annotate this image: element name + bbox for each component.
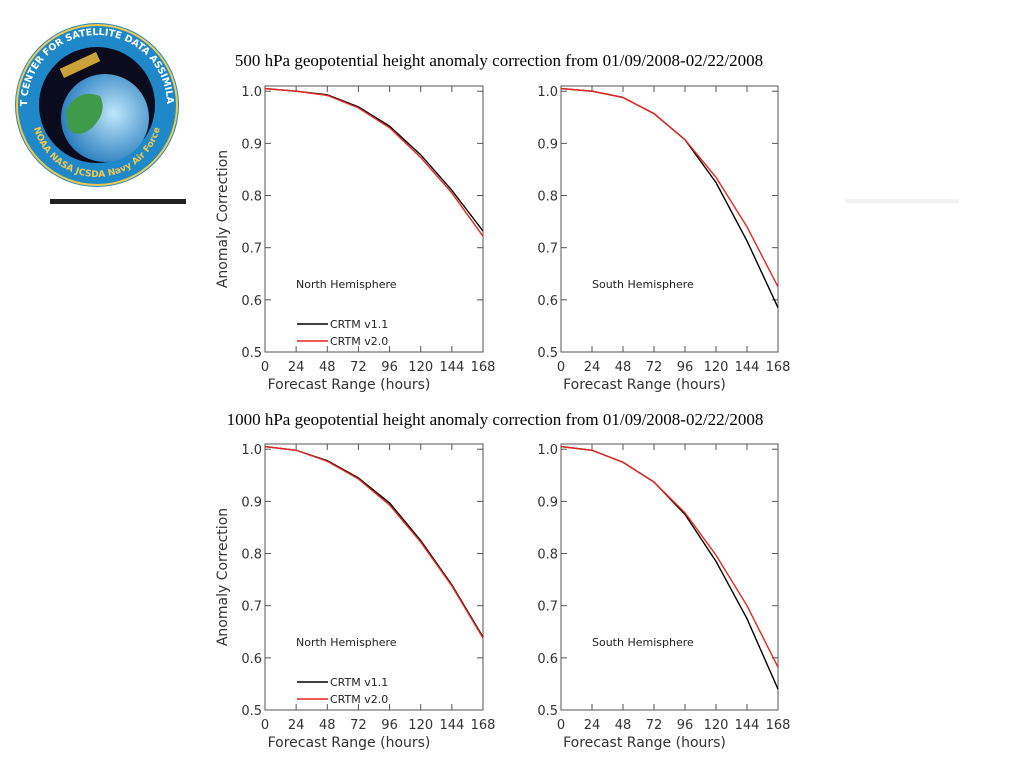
legend-label: CRTM v1.1 bbox=[330, 318, 388, 331]
y-tick-label: 0.7 bbox=[537, 600, 558, 615]
y-tick-label: 0.7 bbox=[241, 242, 262, 257]
x-axis-label: Forecast Range (hours) bbox=[563, 377, 726, 393]
x-tick-label: 144 bbox=[735, 718, 760, 733]
y-tick-label: 0.9 bbox=[241, 137, 262, 152]
chart: 0.5 0.6 0.7 0.8 0.9 1.0 0 24 48 72 96 120 144 168 Fore… bbox=[215, 443, 495, 751]
x-tick-label: 72 bbox=[350, 360, 367, 375]
x-tick-label: 96 bbox=[381, 718, 398, 733]
plot-frame bbox=[560, 85, 779, 353]
section-heading: 1000 hPa geopotential height anomaly cor… bbox=[227, 410, 764, 429]
y-tick-label: 0.8 bbox=[241, 548, 262, 563]
logo-satellite bbox=[59, 52, 101, 78]
logo-land bbox=[66, 93, 103, 134]
legend-label: CRTM v2.0 bbox=[330, 693, 388, 706]
divider bbox=[50, 199, 186, 204]
y-tick-label: 0.5 bbox=[241, 704, 262, 719]
chart: 0.5 0.6 0.7 0.8 0.9 1.0 0 24 48 72 96 120 144 168 Fore… bbox=[537, 85, 790, 393]
x-tick-label: 96 bbox=[677, 718, 694, 733]
y-tick-label: 1.0 bbox=[241, 443, 262, 458]
section-heading: 500 hPa geopotential height anomaly corr… bbox=[235, 51, 763, 70]
x-tick-label: 168 bbox=[766, 360, 791, 375]
series-line bbox=[560, 445, 779, 690]
x-tick-label: 96 bbox=[677, 360, 694, 375]
x-axis-label: Forecast Range (hours) bbox=[268, 377, 431, 393]
x-tick-label: 120 bbox=[408, 718, 433, 733]
annotation: North Hemisphere bbox=[296, 636, 397, 649]
x-tick-label: 24 bbox=[288, 360, 305, 375]
y-tick-label: 0.7 bbox=[241, 600, 262, 615]
x-tick-label: 0 bbox=[261, 360, 269, 375]
logo: JOINT CENTER FOR SATELLITE DATA ASSIMILA… bbox=[0, 0, 179, 187]
x-tick-label: 168 bbox=[471, 360, 496, 375]
x-tick-label: 96 bbox=[381, 360, 398, 375]
y-axis-label: Anomaly Correction bbox=[215, 508, 231, 646]
chart: 0.5 0.6 0.7 0.8 0.9 1.0 0 24 48 72 96 120 144 168 Fore… bbox=[215, 85, 495, 393]
y-tick-label: 0.6 bbox=[241, 652, 262, 667]
y-tick-label: 0.7 bbox=[537, 242, 558, 257]
series-line bbox=[560, 87, 779, 288]
x-axis-label: Forecast Range (hours) bbox=[563, 735, 726, 751]
x-tick-label: 144 bbox=[439, 718, 464, 733]
x-tick-label: 0 bbox=[557, 718, 565, 733]
y-tick-label: 1.0 bbox=[241, 85, 262, 100]
y-axis-label: Anomaly Correction bbox=[215, 150, 231, 288]
x-tick-label: 144 bbox=[439, 360, 464, 375]
y-tick-label: 1.0 bbox=[537, 85, 558, 100]
x-tick-label: 120 bbox=[704, 360, 729, 375]
y-tick-label: 0.8 bbox=[537, 548, 558, 563]
x-tick-label: 48 bbox=[615, 360, 632, 375]
y-tick-label: 0.6 bbox=[241, 294, 262, 309]
series-line bbox=[264, 445, 484, 639]
plot-frame bbox=[560, 443, 779, 711]
y-tick-label: 0.9 bbox=[537, 495, 558, 510]
x-tick-label: 48 bbox=[319, 718, 336, 733]
y-tick-label: 0.5 bbox=[241, 346, 262, 361]
plot-frame bbox=[264, 85, 484, 353]
x-tick-label: 24 bbox=[288, 718, 305, 733]
y-tick-label: 0.8 bbox=[241, 190, 262, 205]
series-line bbox=[560, 87, 779, 308]
x-tick-label: 72 bbox=[646, 718, 663, 733]
legend-label: CRTM v2.0 bbox=[330, 335, 388, 348]
logo-ring-edge bbox=[16, 24, 178, 186]
x-tick-label: 0 bbox=[557, 360, 565, 375]
x-tick-label: 24 bbox=[584, 360, 601, 375]
legend-label: CRTM v1.1 bbox=[330, 676, 388, 689]
y-tick-label: 0.8 bbox=[537, 190, 558, 205]
y-tick-label: 0.5 bbox=[537, 346, 558, 361]
y-tick-label: 0.9 bbox=[537, 137, 558, 152]
y-tick-label: 0.6 bbox=[537, 652, 558, 667]
y-tick-label: 0.9 bbox=[241, 495, 262, 510]
series-line bbox=[264, 87, 484, 232]
x-tick-label: 120 bbox=[408, 360, 433, 375]
x-tick-label: 48 bbox=[319, 360, 336, 375]
x-tick-label: 144 bbox=[735, 360, 760, 375]
plot-frame bbox=[264, 443, 484, 711]
divider bbox=[845, 199, 959, 203]
y-tick-label: 0.6 bbox=[537, 294, 558, 309]
x-tick-label: 168 bbox=[471, 718, 496, 733]
y-tick-label: 0.5 bbox=[537, 704, 558, 719]
series-line bbox=[264, 87, 484, 237]
x-tick-label: 24 bbox=[584, 718, 601, 733]
annotation: North Hemisphere bbox=[296, 278, 397, 291]
series-line bbox=[560, 445, 779, 668]
y-tick-label: 1.0 bbox=[537, 443, 558, 458]
series-line bbox=[264, 445, 484, 638]
x-tick-label: 72 bbox=[646, 360, 663, 375]
x-tick-label: 168 bbox=[766, 718, 791, 733]
x-axis-label: Forecast Range (hours) bbox=[268, 735, 431, 751]
x-tick-label: 120 bbox=[704, 718, 729, 733]
chart: 0.5 0.6 0.7 0.8 0.9 1.0 0 24 48 72 96 120 144 168 Fore… bbox=[537, 443, 790, 751]
x-tick-label: 48 bbox=[615, 718, 632, 733]
x-tick-label: 0 bbox=[261, 718, 269, 733]
annotation: South Hemisphere bbox=[592, 278, 694, 291]
annotation: South Hemisphere bbox=[592, 636, 694, 649]
x-tick-label: 72 bbox=[350, 718, 367, 733]
